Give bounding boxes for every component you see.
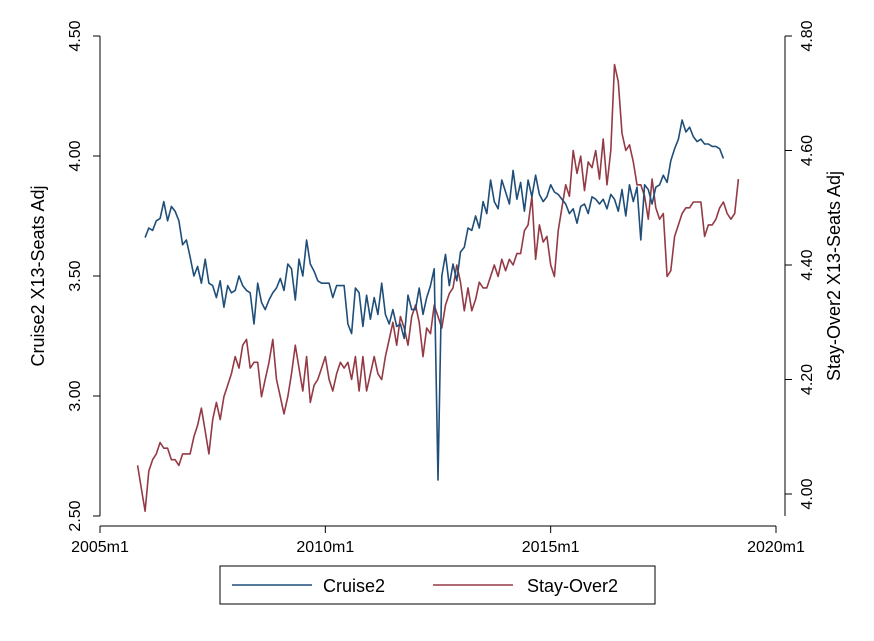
right-y-axis-label: Stay-Over2 X13-Seats Adj: [824, 171, 844, 381]
left-tick-label: 3.50: [67, 260, 84, 291]
legend-label-stay-over2: Stay-Over2: [527, 576, 618, 596]
legend: Cruise2 Stay-Over2: [219, 565, 656, 605]
right-tick-label: 4.40: [799, 249, 816, 280]
x-axis: 2005m1 2010m1 2015m1 2020m1: [71, 525, 805, 556]
right-tick-label: 4.60: [799, 135, 816, 166]
left-tick-label: 4.50: [67, 20, 84, 51]
right-tick-label: 4.80: [799, 20, 816, 51]
x-tick-label: 2005m1: [71, 539, 129, 556]
right-tick-label: 4.00: [799, 478, 816, 509]
left-tick-label: 3.00: [67, 380, 84, 411]
series-line-cruise2: [144, 119, 725, 481]
series-line-stay-over2: [136, 63, 740, 513]
left-y-axis: 2.50 3.00 3.50 4.00 4.50 Cruise2 X13-Seats A…: [28, 20, 101, 532]
left-tick-label: 2.50: [67, 500, 84, 531]
right-tick-label: 4.20: [799, 364, 816, 395]
left-y-axis-label: Cruise2 X13-Seats Adj: [28, 185, 48, 366]
x-tick-label: 2020m1: [747, 539, 805, 556]
x-tick-label: 2010m1: [296, 539, 354, 556]
series-layer: [136, 63, 740, 513]
x-tick-label: 2015m1: [522, 539, 580, 556]
legend-label-cruise2: Cruise2: [323, 576, 385, 596]
right-y-axis: 4.00 4.20 4.40 4.60 4.80 Stay-Over2 X13-Seat…: [784, 20, 844, 516]
left-tick-label: 4.00: [67, 140, 84, 171]
